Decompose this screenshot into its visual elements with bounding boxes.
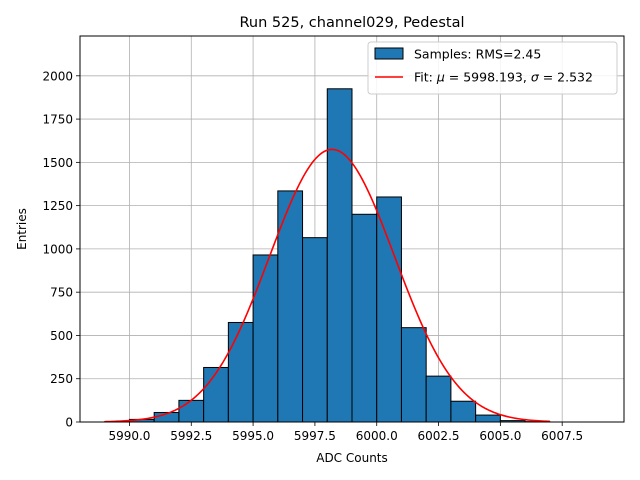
- histogram-bar: [352, 214, 377, 422]
- x-tick-label: 5997.5: [294, 429, 336, 443]
- y-tick-label: 1000: [42, 242, 73, 256]
- histogram-bar: [303, 238, 328, 422]
- y-tick-label: 1750: [42, 113, 73, 127]
- y-tick-label: 250: [50, 372, 73, 386]
- x-tick-label: 6000.0: [356, 429, 398, 443]
- x-tick-label: 5995.0: [232, 429, 274, 443]
- y-tick-label: 500: [50, 329, 73, 343]
- y-tick-label: 1250: [42, 199, 73, 213]
- histogram-bar: [377, 197, 402, 422]
- histogram-bar: [327, 89, 352, 422]
- legend-swatch-samples: [375, 48, 403, 59]
- y-tick-label: 1500: [42, 156, 73, 170]
- legend: Samples: RMS=2.45 Fit: μ = 5998.193, σ =…: [368, 42, 617, 94]
- chart-title: Run 525, channel029, Pedestal: [239, 15, 464, 31]
- fit-mu-symbol: μ: [436, 70, 445, 85]
- histogram-bar: [426, 376, 451, 422]
- legend-label-fit: Fit: μ = 5998.193, σ = 2.532: [414, 70, 593, 85]
- x-axis-label: ADC Counts: [316, 451, 388, 465]
- y-axis-label: Entries: [15, 208, 29, 250]
- histogram-bar: [401, 328, 426, 422]
- y-axis-ticks: 0 250 500 750 1000 1250 1500 1750 2000: [42, 69, 80, 429]
- x-tick-label: 6007.5: [541, 429, 583, 443]
- fit-prefix: Fit:: [414, 70, 437, 85]
- histogram-bar: [228, 322, 253, 422]
- histogram-bars: [105, 89, 550, 422]
- x-tick-label: 5990.0: [108, 429, 150, 443]
- x-tick-label: 6002.5: [418, 429, 460, 443]
- fit-sigma-value: = 2.532: [539, 70, 593, 85]
- x-tick-label: 6005.0: [479, 429, 521, 443]
- legend-label-samples: Samples: RMS=2.45: [414, 47, 541, 62]
- histogram-bar: [451, 401, 476, 422]
- y-tick-label: 750: [50, 286, 73, 300]
- y-tick-label: 0: [65, 416, 73, 430]
- histogram-bar: [179, 400, 204, 422]
- y-tick-label: 2000: [42, 69, 73, 83]
- x-axis-ticks: 5990.0 5992.5 5995.0 5997.5 6000.0 6002.5 6005…: [108, 422, 583, 443]
- fit-mu-value: = 5998.193,: [445, 70, 531, 85]
- histogram-bar: [204, 367, 229, 422]
- histogram-bar: [476, 415, 501, 422]
- x-tick-label: 5992.5: [170, 429, 212, 443]
- histogram-bar: [253, 255, 278, 422]
